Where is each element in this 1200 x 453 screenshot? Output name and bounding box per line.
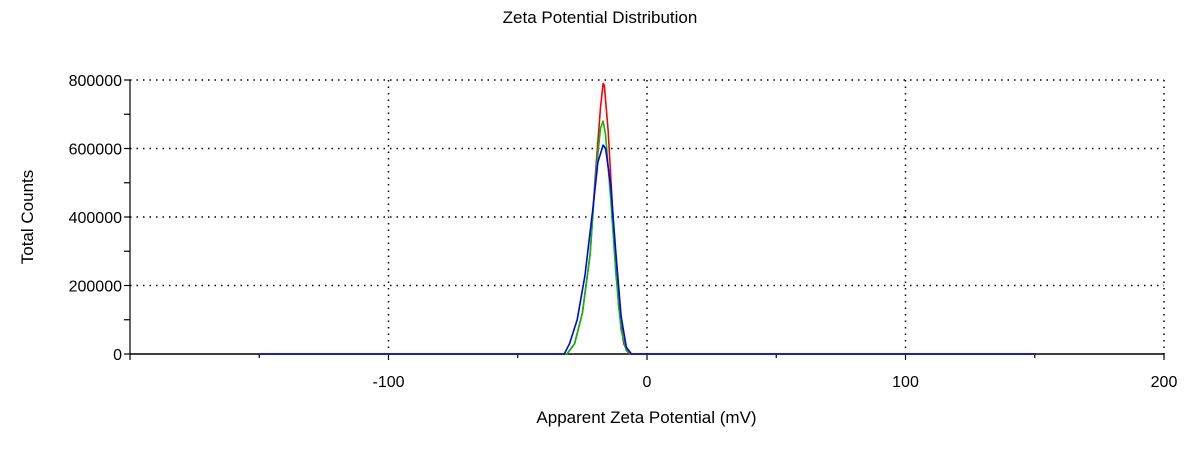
axes bbox=[124, 79, 1165, 360]
x-tick-label: -100 bbox=[372, 374, 404, 391]
chart-title: Zeta Potential Distribution bbox=[502, 8, 698, 27]
y-tick-label: 600000 bbox=[69, 142, 122, 159]
x-tick-label: 100 bbox=[892, 374, 919, 391]
series-line-1 bbox=[259, 82, 1035, 355]
x-tick-label: 0 bbox=[643, 374, 652, 391]
tick-labels: 0 200000 400000 600000 800000 -100 0 100 200 bbox=[69, 73, 1178, 391]
y-tick-label: 800000 bbox=[69, 73, 122, 90]
series-layer bbox=[259, 82, 1035, 355]
series-line-3 bbox=[259, 144, 1035, 355]
y-tick-label: 400000 bbox=[69, 210, 122, 227]
series-line-2 bbox=[259, 120, 1035, 355]
x-axis-label: Apparent Zeta Potential (mV) bbox=[536, 408, 757, 427]
grid-lines bbox=[130, 79, 1165, 354]
x-tick-label: 200 bbox=[1151, 374, 1178, 391]
y-tick-label: 0 bbox=[113, 347, 122, 364]
y-tick-label: 200000 bbox=[69, 279, 122, 296]
